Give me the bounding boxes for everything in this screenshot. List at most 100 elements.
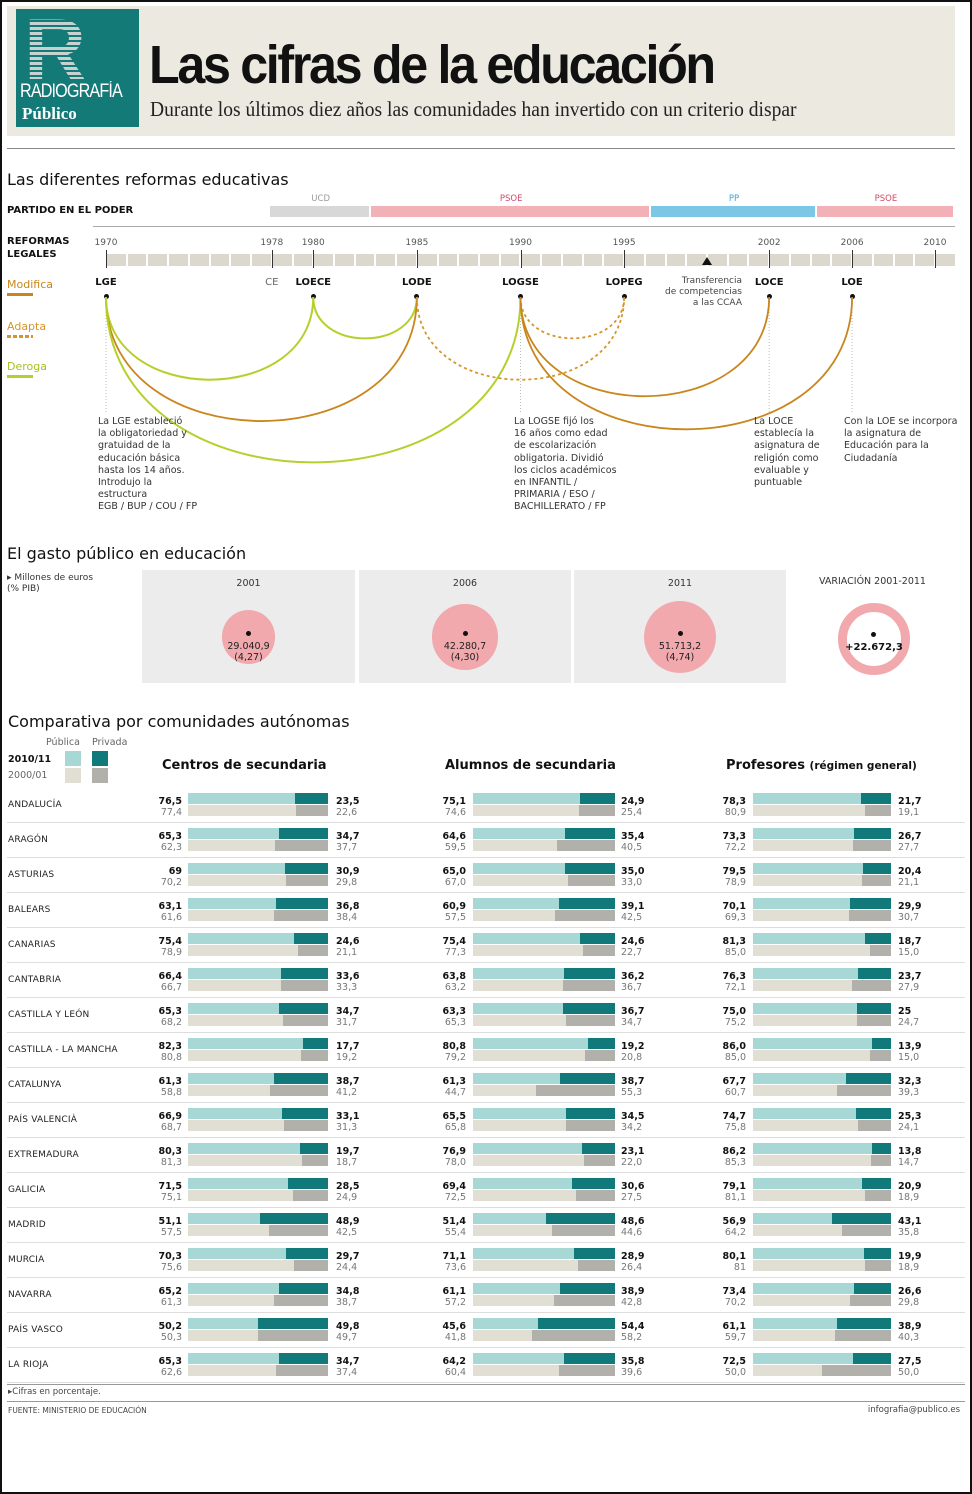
bar-privada-old	[293, 1190, 328, 1201]
arc-lge-lode	[105, 296, 418, 422]
table-row: LA RIOJA 65,3 62,6 34,7 37,4 64,2 60,4 35,8 39,6…	[7, 1348, 965, 1383]
value-publica-new: 86,0	[722, 1041, 746, 1052]
bar-publica-new	[473, 1108, 566, 1119]
value-privada-new: 38,7	[336, 1076, 360, 1087]
bar-publica-new	[473, 898, 560, 909]
value-privada-new: 36,2	[621, 971, 645, 982]
bar-privada-old	[852, 980, 891, 991]
triangle-bullet-icon: ▸	[7, 573, 15, 583]
region-name: NAVARRA	[8, 1290, 52, 1300]
party-label-ucd: UCD	[311, 194, 330, 204]
timeline-segment	[811, 254, 831, 266]
region-name: CASTILLA Y LEÓN	[8, 1010, 90, 1020]
value-privada-new: 17,7	[336, 1041, 360, 1052]
value-privada-new: 24,6	[621, 936, 645, 947]
year-label: 2010	[923, 238, 947, 248]
value-privada-new: 23,1	[621, 1146, 645, 1157]
gasto-amount: 51.713,2	[658, 641, 702, 652]
arc-lge-loece	[105, 296, 315, 381]
value-privada-old: 27,5	[621, 1192, 643, 1203]
value-publica-new: 80,1	[722, 1251, 746, 1262]
gasto-title: El gasto público en educación	[7, 544, 247, 563]
bar-privada-new	[276, 898, 328, 909]
bar-privada-old	[835, 1330, 891, 1341]
bar-publica-old	[188, 1225, 269, 1236]
reform-arcs	[105, 296, 853, 464]
bar-privada-old	[857, 1120, 891, 1131]
value-privada-old: 42,5	[336, 1227, 358, 1238]
bar-publica-new	[473, 863, 566, 874]
party-bar-psoe	[371, 206, 650, 217]
bar-privada-new	[279, 1283, 328, 1294]
bar-privada-old	[258, 1330, 328, 1341]
value-publica-new: 75,1	[442, 796, 466, 807]
year-label: 1995	[612, 238, 636, 248]
value-publica-new: 63,1	[158, 901, 182, 912]
law-label-loe: LOE	[841, 277, 863, 288]
bar-publica-new	[188, 863, 285, 874]
value-publica-old: 64,2	[724, 1227, 746, 1238]
value-publica-new: 78,3	[722, 796, 746, 807]
bar-privada-new	[853, 1353, 891, 1364]
bar-privada-old	[283, 1015, 328, 1026]
timeline-segment	[832, 254, 852, 266]
gasto-pib: (4,30)	[450, 652, 480, 663]
note-loce: La LOCE establecía la asignatura de reli…	[754, 416, 820, 489]
table-row: ANDALUCÍA 76,5 77,4 23,5 22,6 75,1 74,6 24,9 25,…	[7, 788, 965, 823]
value-privada-new: 25	[898, 1006, 912, 1017]
value-publica-new: 75,4	[442, 936, 466, 947]
value-privada-new: 33,1	[336, 1111, 360, 1122]
bar-privada-old	[298, 945, 328, 956]
bar-publica-old	[188, 875, 287, 886]
year-tick	[313, 250, 315, 268]
value-privada-old: 24,9	[336, 1192, 358, 1203]
gasto-amount: 29.040,9	[227, 641, 270, 652]
value-privada-new: 19,2	[621, 1041, 645, 1052]
bar-publica-old	[473, 1365, 559, 1376]
bar-privada-old	[822, 1365, 891, 1376]
col-title-alumnos: Alumnos de secundaria	[445, 758, 616, 773]
timeline-segment	[583, 254, 603, 266]
note-logse: La LOGSE fijó los 16 años como edad de e…	[514, 416, 617, 513]
law-label-lopeg: LOPEG	[605, 277, 643, 288]
bar-publica-old	[753, 1225, 842, 1236]
bar-privada-new	[564, 828, 615, 839]
value-privada-new: 32,3	[898, 1076, 922, 1087]
bar-privada-old	[532, 1330, 615, 1341]
bar-privada-new	[284, 863, 328, 874]
timeline-segment	[438, 254, 458, 266]
bar-publica-old	[753, 910, 849, 921]
value-publica-new: 65,2	[158, 1286, 182, 1297]
bar-publica-new	[753, 863, 863, 874]
value-publica-new: 45,6	[442, 1321, 466, 1332]
bar-privada-old	[275, 1365, 328, 1376]
value-privada-new: 38,7	[621, 1076, 645, 1087]
bar-publica-new	[753, 1353, 854, 1364]
party-bar-pp	[651, 206, 815, 217]
bar-privada-new	[259, 1213, 328, 1224]
value-publica-new: 70,3	[158, 1251, 182, 1262]
timeline-segment	[542, 254, 561, 266]
legend-modifica-label: Modifica	[7, 278, 53, 291]
timeline-segment	[293, 254, 313, 266]
gasto-bubble	[432, 604, 498, 670]
bar-privada-old	[836, 1085, 891, 1096]
year-tick	[520, 250, 522, 268]
value-privada-new: 23,5	[336, 796, 360, 807]
bar-privada-old	[849, 1295, 891, 1306]
region-name: CANARIAS	[8, 940, 56, 950]
reformas-label-line2: LEGALES	[7, 249, 57, 260]
table-row: CANARIAS 75,4 78,9 24,6 21,1 75,4 77,3 24,6 22,7…	[7, 928, 965, 963]
timeline-segment	[521, 254, 541, 266]
value-privada-new: 24,9	[621, 796, 645, 807]
value-publica-old: 78,9	[724, 877, 746, 888]
value-privada-new: 29,7	[336, 1251, 360, 1262]
value-privada-new: 24,6	[336, 936, 360, 947]
bar-publica-old	[753, 1120, 858, 1131]
year-tick	[852, 250, 854, 268]
region-name: PAÍS VALENCIÀ	[8, 1115, 78, 1125]
value-publica-new: 71,1	[442, 1251, 466, 1262]
value-privada-old: 41,2	[336, 1087, 358, 1098]
value-publica-new: 64,2	[442, 1356, 466, 1367]
bar-privada-old	[568, 875, 615, 886]
